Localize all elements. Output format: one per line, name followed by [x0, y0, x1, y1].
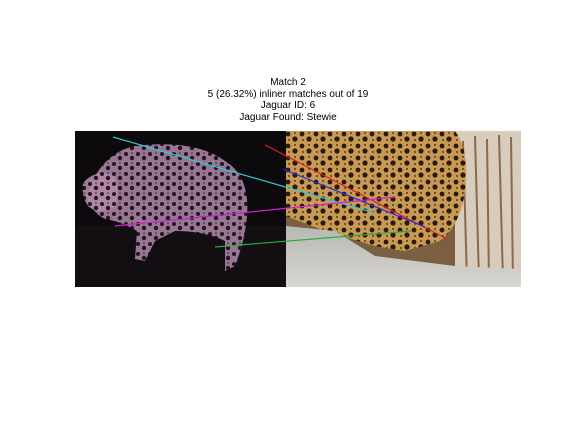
background-grass — [462, 134, 514, 282]
match-line-green — [214, 230, 412, 248]
match-figure — [75, 131, 521, 287]
title-jaguar-id: Jaguar ID: 6 — [260, 100, 316, 111]
rock-ledge — [286, 226, 521, 287]
right-jaguar-photo — [286, 131, 521, 287]
title-match-number: Match 2 — [270, 77, 306, 88]
figure-title: Match 2 5 (26.32%) inliner matches out o… — [0, 77, 576, 123]
left-jaguar-head — [82, 173, 118, 211]
title-inlier-summary: 5 (26.32%) inliner matches out of 19 — [207, 88, 369, 100]
right-jaguar-head — [375, 139, 460, 231]
match-line-cyan — [112, 136, 376, 214]
match-lines — [112, 136, 448, 248]
left-jaguar-photo — [75, 131, 286, 287]
match-line-magenta — [114, 196, 396, 227]
match-line-blue — [282, 168, 426, 228]
title-jaguar-found: Jaguar Found: Stewie — [239, 111, 337, 123]
match-figure-svg — [75, 131, 521, 287]
left-jaguar-body — [87, 144, 248, 271]
